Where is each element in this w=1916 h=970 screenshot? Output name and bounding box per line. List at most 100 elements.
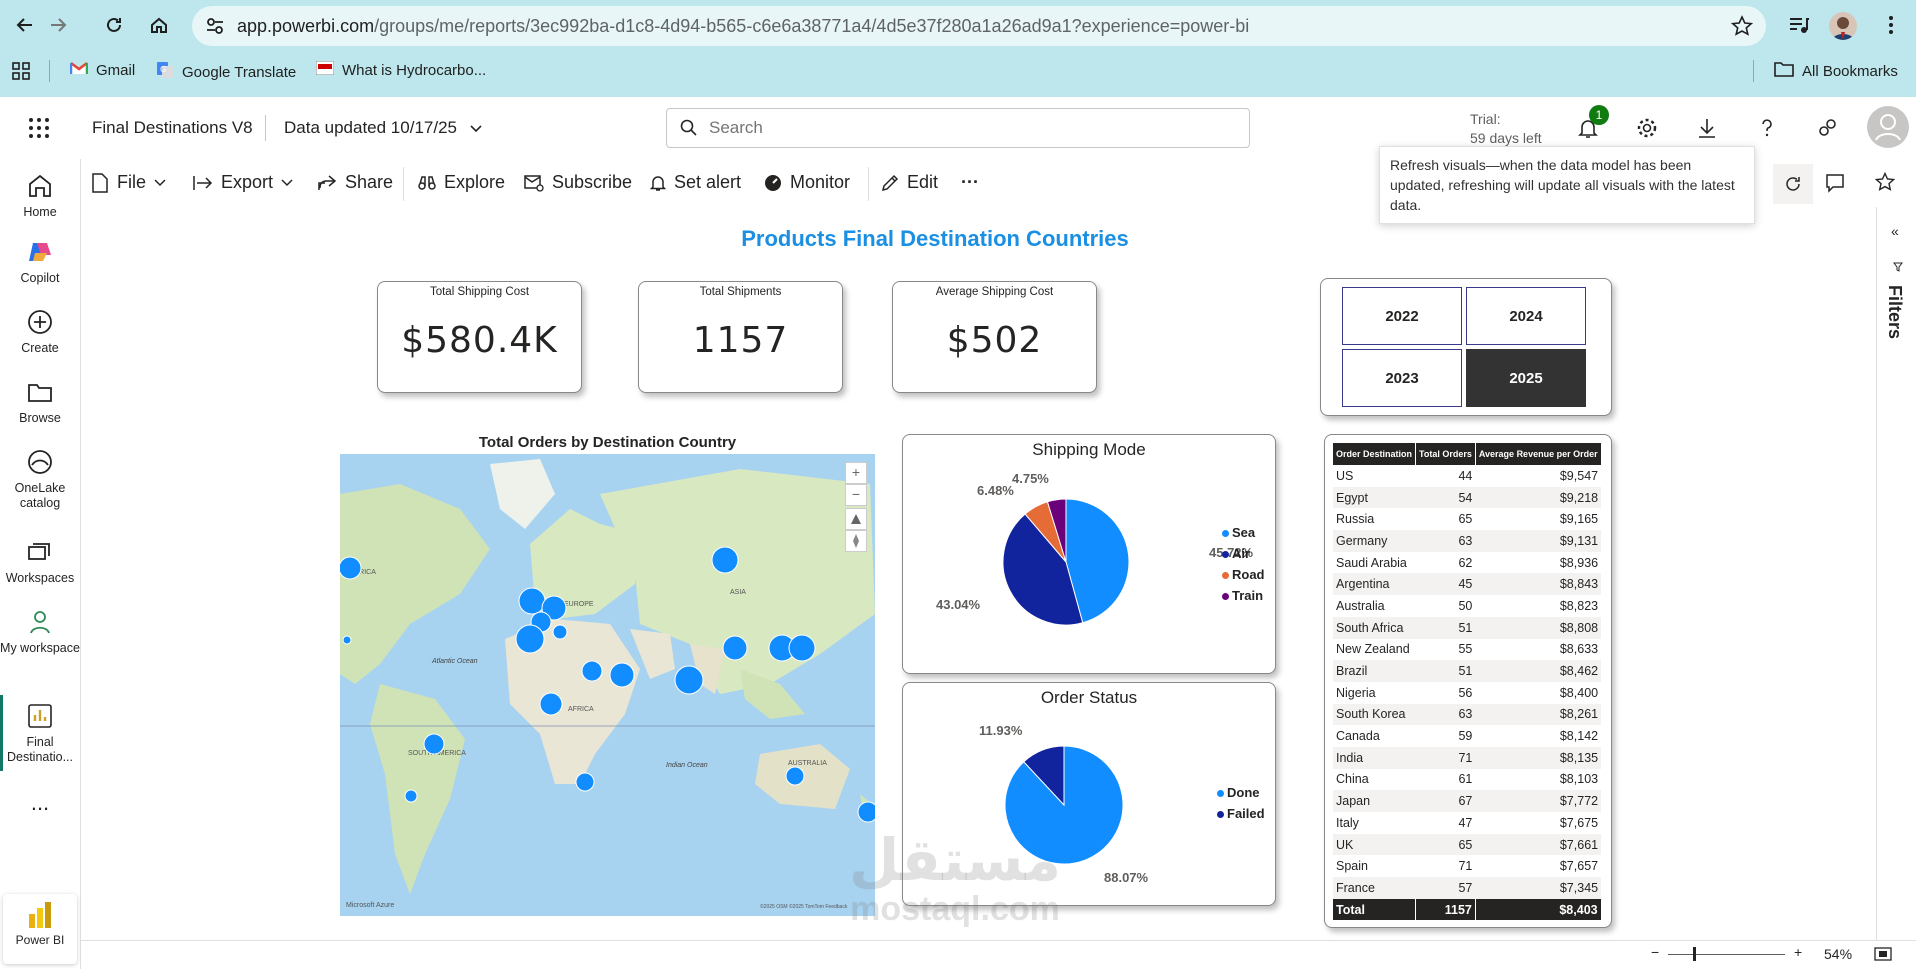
legend-item-failed[interactable]: Failed	[1217, 806, 1265, 821]
edit-button[interactable]: Edit	[881, 172, 938, 193]
set-alert-button[interactable]: Set alert	[650, 172, 741, 193]
table-row[interactable]: Spain 71 $7,657	[1333, 855, 1601, 877]
zoom-slider-thumb[interactable]	[1693, 947, 1696, 961]
table-row[interactable]: South Africa 51 $8,808	[1333, 616, 1602, 639]
nav-workspaces[interactable]: Workspaces	[0, 537, 80, 586]
comment-icon[interactable]	[1825, 173, 1845, 198]
data-updated-dropdown[interactable]: Data updated 10/17/25	[284, 118, 482, 138]
legend-item-done[interactable]: Done	[1217, 785, 1260, 800]
notifications-bell-icon[interactable]: 1	[1575, 105, 1609, 141]
nav-onelake-catalog[interactable]: OneLake catalog	[0, 447, 80, 511]
search-box[interactable]	[666, 108, 1250, 148]
zoom-out-button[interactable]: −	[1651, 944, 1660, 960]
home-page-icon[interactable]	[146, 12, 172, 38]
zoom-in-button[interactable]: +	[1794, 944, 1803, 960]
site-settings-icon[interactable]	[205, 16, 225, 41]
pie-slice-train[interactable]	[1046, 498, 1067, 563]
table-row[interactable]: France 57 $7,345	[1333, 877, 1602, 899]
nav-my-workspace[interactable]: My workspace	[0, 607, 80, 656]
legend-item-train[interactable]: Train	[1222, 588, 1263, 603]
year-button-2022[interactable]: 2022	[1342, 287, 1462, 345]
bookmark-google-translate[interactable]: G Google Translate	[156, 61, 296, 83]
kebab-menu-icon[interactable]	[1878, 12, 1904, 38]
pie-slice-sea[interactable]	[1065, 498, 1130, 624]
kpi-card-total-shipping-cost[interactable]: Total Shipping Cost $580.4K	[377, 281, 582, 393]
table-row[interactable]: Brazil 51 $8,462	[1333, 660, 1602, 682]
app-launcher-icon[interactable]	[28, 117, 50, 144]
table-row[interactable]: India 71 $8,135	[1333, 746, 1602, 769]
settings-gear-icon[interactable]	[1634, 115, 1660, 141]
power-bi-switcher[interactable]: Power BI	[3, 894, 77, 964]
all-bookmarks[interactable]: All Bookmarks	[1774, 61, 1898, 81]
table-row[interactable]: Canada 59 $8,142	[1333, 725, 1601, 747]
table-row[interactable]: Australia 50 $8,823	[1333, 595, 1601, 617]
legend-item-sea[interactable]: Sea	[1222, 525, 1255, 540]
column-header[interactable]: Order Destination	[1333, 443, 1417, 465]
zoom-out-icon[interactable]: −	[845, 484, 867, 506]
kpi-card-average-shipping-cost[interactable]: Average Shipping Cost $502	[892, 281, 1097, 393]
table-row[interactable]: South Korea 63 $8,261	[1333, 703, 1602, 726]
share-button[interactable]: Share	[317, 172, 393, 193]
tilt-icon[interactable]	[845, 508, 867, 530]
pie-slice-failed[interactable]	[1023, 745, 1065, 807]
table-row[interactable]: Germany 63 $9,131	[1333, 530, 1602, 552]
shipping-mode-card[interactable]: Shipping Mode 45.72% 43.04% 6.48% 4.75% …	[902, 434, 1276, 674]
download-icon[interactable]	[1694, 115, 1720, 141]
expand-filters-icon[interactable]: «	[1891, 223, 1899, 239]
address-bar[interactable]: app.powerbi.com/groups/me/reports/3ec992…	[192, 6, 1766, 46]
table-row[interactable]: Japan 67 $7,772	[1333, 790, 1602, 812]
filters-pane-collapsed[interactable]: «	[1876, 207, 1916, 940]
table-row[interactable]: US 44 $9,547	[1333, 465, 1601, 487]
destination-map[interactable]: AMERICA EUROPE ASIA Atlantic Ocean AFRIC…	[340, 454, 875, 916]
forward-arrow-icon[interactable]	[45, 12, 71, 38]
table-row[interactable]: China 61 $8,103	[1333, 769, 1601, 791]
table-row[interactable]: Saudi Arabia 62 $8,936	[1333, 552, 1601, 574]
report-title[interactable]: Final Destinations V8	[92, 118, 253, 137]
table-row[interactable]: New Zealand 55 $8,633	[1333, 639, 1601, 661]
nav-final-destinations[interactable]: Final Destinatio...	[0, 701, 80, 765]
nav-more[interactable]: ...	[30, 790, 50, 815]
kpi-card-total-shipments[interactable]: Total Shipments 1157	[638, 281, 843, 393]
explore-button[interactable]: Explore	[418, 172, 505, 193]
favorite-star-icon[interactable]	[1874, 171, 1896, 197]
nav-browse[interactable]: Browse	[0, 377, 80, 426]
orders-table-card[interactable]: Order Destination Total Orders Average R…	[1324, 434, 1612, 928]
table-row[interactable]: Italy 47 $7,675	[1333, 812, 1601, 834]
pie-slice-air[interactable]	[1002, 513, 1084, 626]
table-row[interactable]: Argentina 45 $8,843	[1333, 573, 1602, 596]
profile-avatar[interactable]	[1829, 12, 1857, 40]
bookmark-gmail[interactable]: Gmail	[69, 61, 135, 79]
file-menu[interactable]: File	[91, 172, 166, 193]
legend-item-road[interactable]: Road	[1222, 567, 1265, 582]
more-options-button[interactable]: ···	[961, 172, 979, 192]
star-icon[interactable]	[1730, 15, 1754, 42]
search-input[interactable]	[707, 117, 1211, 139]
table-row[interactable]: Egypt 54 $9,218	[1333, 486, 1602, 509]
nav-create[interactable]: Create	[0, 307, 80, 356]
order-status-card[interactable]: Order Status 88.07% 11.93% Done Failed	[902, 682, 1276, 906]
fit-to-page-icon[interactable]	[1874, 947, 1892, 966]
nav-copilot[interactable]: Copilot	[0, 237, 80, 286]
refresh-visuals-button[interactable]	[1773, 164, 1813, 204]
nav-home[interactable]: Home	[0, 171, 80, 220]
year-button-2025[interactable]: 2025	[1466, 349, 1586, 407]
zoom-slider-track[interactable]	[1668, 954, 1785, 955]
table-row[interactable]: Russia 65 $9,165	[1333, 508, 1601, 530]
bookmark-hydrocarbon[interactable]: What is Hydrocarbo...	[315, 60, 486, 79]
subscribe-button[interactable]: Subscribe	[524, 172, 632, 193]
table-row[interactable]: Nigeria 56 $8,400	[1333, 682, 1601, 704]
column-header[interactable]: Average Revenue per Order	[1475, 443, 1602, 465]
monitor-button[interactable]: Monitor	[764, 172, 850, 193]
zoom-in-icon[interactable]: +	[845, 462, 867, 484]
account-avatar[interactable]	[1867, 106, 1909, 148]
export-menu[interactable]: Export	[193, 172, 293, 193]
feedback-icon[interactable]	[1815, 115, 1841, 141]
reload-icon[interactable]	[101, 12, 127, 38]
filters-label[interactable]: Filters	[1885, 285, 1905, 340]
year-button-2024[interactable]: 2024	[1466, 287, 1586, 345]
year-button-2023[interactable]: 2023	[1342, 349, 1462, 407]
apps-grid-icon[interactable]	[12, 62, 30, 85]
column-header[interactable]: Total Orders	[1415, 443, 1476, 465]
table-row[interactable]: UK 65 $7,661	[1333, 833, 1602, 856]
media-controls-icon[interactable]	[1788, 14, 1810, 41]
